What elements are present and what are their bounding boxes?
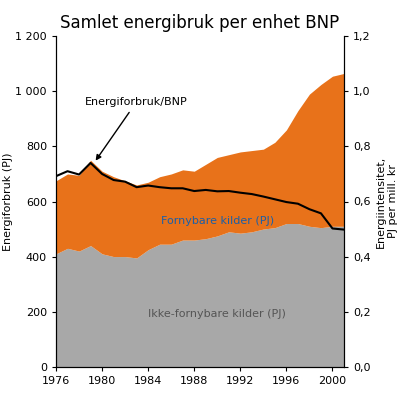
Text: Energiforbruk/BNP: Energiforbruk/BNP	[85, 98, 188, 160]
Y-axis label: Energiintensitet,
PJ per mill. kr: Energiintensitet, PJ per mill. kr	[376, 156, 398, 247]
Y-axis label: Energiforbruk (PJ): Energiforbruk (PJ)	[2, 152, 12, 251]
Text: Fornybare kilder (PJ): Fornybare kilder (PJ)	[161, 216, 274, 226]
Text: Ikke-fornybare kilder (PJ): Ikke-fornybare kilder (PJ)	[148, 310, 286, 320]
Title: Samlet energibruk per enhet BNP: Samlet energibruk per enhet BNP	[60, 14, 340, 32]
